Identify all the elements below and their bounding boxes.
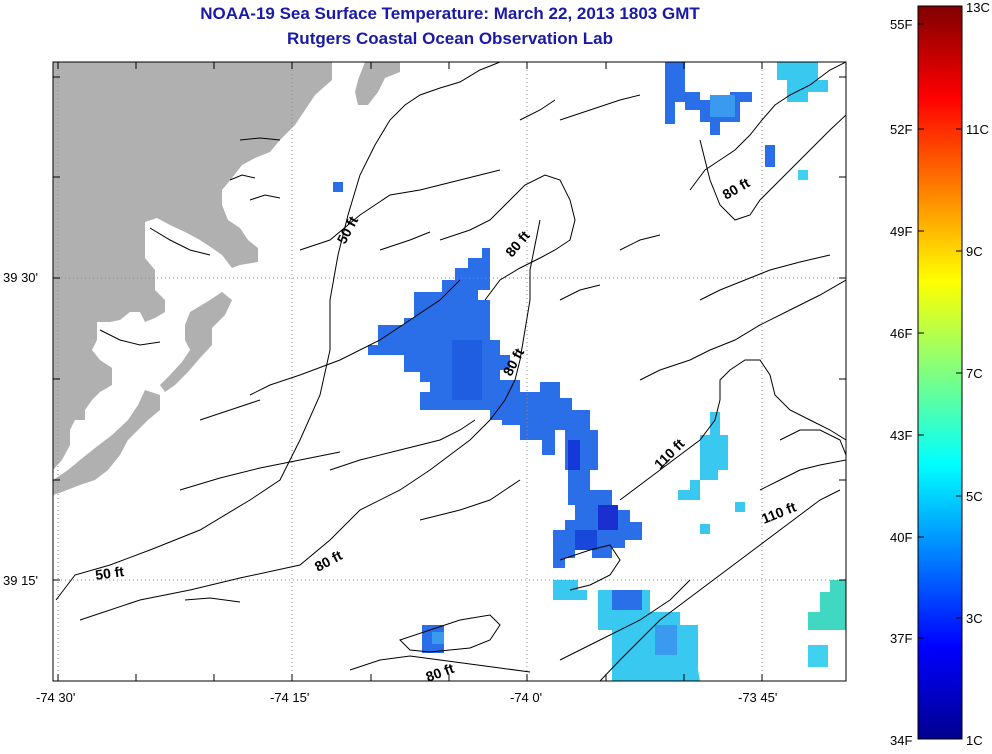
lon-label: -74 15' bbox=[270, 690, 310, 705]
colorbar-ticks bbox=[918, 23, 962, 639]
land-mass bbox=[53, 62, 332, 470]
land-mass bbox=[160, 292, 232, 392]
lat-label: 39 15' bbox=[3, 573, 39, 588]
land-mass bbox=[355, 62, 400, 105]
colorbar bbox=[917, 5, 963, 740]
map-title: NOAA-19 Sea Surface Temperature: March 2… bbox=[200, 4, 700, 23]
sst-pixels bbox=[333, 62, 846, 681]
axis-ticks bbox=[53, 62, 846, 681]
colorbar-f-label: 40F bbox=[890, 530, 913, 545]
lon-label: -74 0' bbox=[510, 690, 543, 705]
colorbar-f-label: 52F bbox=[890, 122, 913, 137]
colorbar-f-label: 46F bbox=[890, 326, 913, 341]
contour-label: 50 ft bbox=[94, 563, 125, 583]
lon-label: -73 45' bbox=[738, 690, 778, 705]
colorbar-f-label: 37F bbox=[890, 631, 913, 646]
colorbar-f-label: 55F bbox=[890, 17, 913, 32]
colorbar-c-label: 1C bbox=[966, 733, 983, 748]
colorbar-c-label: 5C bbox=[966, 489, 983, 504]
colorbar-f-label: 34F bbox=[890, 733, 913, 748]
colorbar-c-label: 13C bbox=[966, 0, 990, 15]
colorbar-c-label: 9C bbox=[966, 244, 983, 259]
bathymetry-contours bbox=[55, 62, 846, 681]
colorbar-f-label: 49F bbox=[890, 224, 913, 239]
map-subtitle: Rutgers Coastal Ocean Observation Lab bbox=[287, 29, 613, 48]
colorbar-c-label: 3C bbox=[966, 611, 983, 626]
land-mass bbox=[53, 390, 160, 495]
colorbar-c-label: 11C bbox=[966, 122, 989, 137]
lat-label: 39 30' bbox=[3, 270, 39, 285]
colorbar-c-label: 7C bbox=[966, 366, 983, 381]
lon-label: -74 30' bbox=[36, 690, 76, 705]
colorbar-f-label: 43F bbox=[890, 428, 913, 443]
